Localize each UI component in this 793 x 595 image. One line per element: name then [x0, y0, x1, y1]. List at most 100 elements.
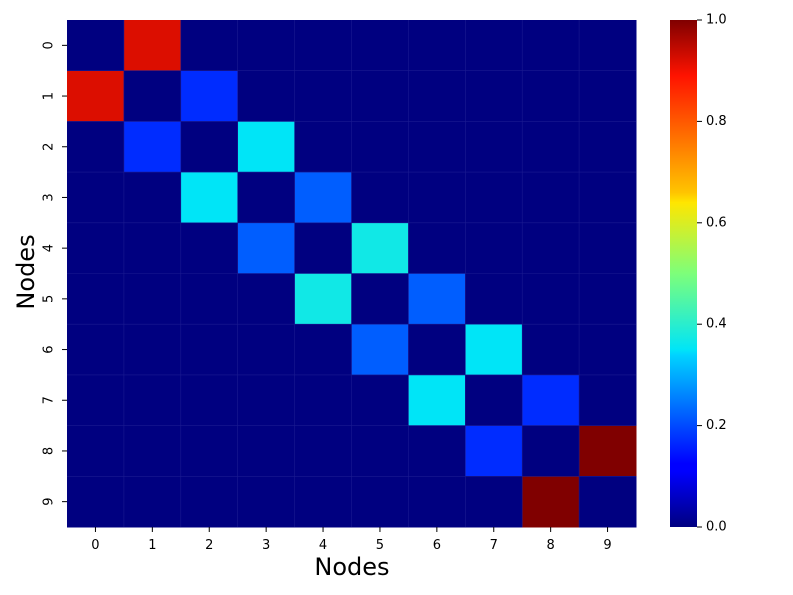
- heatmap-cell-2-1: [123, 121, 182, 173]
- heatmap-cell-1-4: [294, 70, 352, 122]
- y-tick-label: 3: [42, 193, 57, 201]
- x-tick-label: 2: [205, 538, 213, 553]
- y-tick-label: 0: [42, 41, 57, 49]
- colorbar: [670, 20, 697, 527]
- x-tick-label: 7: [490, 538, 498, 553]
- heatmap-cell-3-6: [408, 172, 466, 224]
- colorbar-tick-label: 1.0: [706, 13, 727, 28]
- heatmap-cell-4-5: [351, 222, 409, 274]
- heatmap-cell-4-3: [237, 222, 296, 274]
- heatmap-cell-6-2: [180, 324, 239, 376]
- heatmap-cell-9-3: [237, 476, 296, 528]
- x-tick-label: 9: [603, 538, 611, 553]
- y-tick-label: 5: [42, 295, 57, 303]
- heatmap-cell-9-6: [408, 476, 466, 528]
- heatmap-cell-7-9: [579, 374, 637, 427]
- heatmap-cell-7-5: [351, 374, 409, 427]
- heatmap-cell-9-1: [123, 476, 182, 528]
- heatmap-cell-0-1: [123, 20, 182, 72]
- heatmap-cell-9-5: [351, 476, 409, 528]
- heatmap-cell-2-9: [579, 121, 637, 173]
- heatmap-cell-9-2: [180, 476, 239, 528]
- heatmap-cell-7-0: [67, 374, 125, 427]
- heatmap-cell-7-3: [237, 374, 296, 427]
- heatmap-cell-7-6: [408, 374, 466, 427]
- heatmap-cell-8-2: [180, 425, 239, 477]
- heatmap-cell-4-1: [123, 222, 182, 274]
- heatmap-cell-1-2: [180, 70, 239, 122]
- heatmap-cell-9-7: [465, 476, 523, 528]
- heatmap-cell-6-1: [123, 324, 182, 376]
- heatmap-cell-0-6: [408, 20, 466, 72]
- y-tick-label: 9: [42, 498, 57, 506]
- heatmap-cell-6-4: [294, 324, 352, 376]
- heatmap-cell-3-2: [180, 172, 239, 224]
- colorbar-tick-label: 0.4: [706, 317, 727, 332]
- x-tick-label: 1: [148, 538, 156, 553]
- heatmap-cell-0-5: [351, 20, 409, 72]
- heatmap-cell-8-5: [351, 425, 409, 477]
- heatmap-cells: [67, 20, 637, 528]
- heatmap-cell-2-2: [180, 121, 239, 173]
- heatmap-cell-9-8: [522, 476, 580, 528]
- heatmap-cell-0-8: [522, 20, 580, 72]
- heatmap-cell-2-7: [465, 121, 523, 173]
- y-tick-label: 4: [42, 244, 57, 252]
- y-axis-ticks: 0 1 2 3 4 5 6 7 8 9: [42, 41, 67, 506]
- x-tick-label: 6: [433, 538, 441, 553]
- heatmap-cell-9-0: [67, 476, 125, 528]
- x-axis-title: Nodes: [314, 553, 389, 581]
- heatmap-cell-5-8: [522, 273, 580, 325]
- heatmap-cell-1-0: [67, 70, 125, 122]
- heatmap-cell-7-7: [465, 374, 523, 427]
- heatmap-cell-2-0: [67, 121, 125, 173]
- heatmap-cell-4-9: [579, 222, 637, 274]
- heatmap-cell-5-6: [408, 273, 466, 325]
- heatmap-cell-1-1: [123, 70, 182, 122]
- heatmap-cell-7-8: [522, 374, 580, 427]
- heatmap-cell-8-9: [579, 425, 637, 477]
- heatmap-cell-8-8: [522, 425, 580, 477]
- heatmap-cell-4-4: [294, 222, 352, 274]
- heatmap-cell-8-3: [237, 425, 296, 477]
- x-tick-label: 0: [91, 538, 99, 553]
- heatmap-cell-8-7: [465, 425, 523, 477]
- heatmap-cell-8-4: [294, 425, 352, 477]
- y-axis-title: Nodes: [12, 234, 40, 309]
- x-tick-label: 5: [376, 538, 384, 553]
- y-tick-label: 2: [42, 143, 57, 151]
- heatmap-cell-3-4: [294, 172, 352, 224]
- heatmap-cell-6-3: [237, 324, 296, 376]
- heatmap-cell-2-6: [408, 121, 466, 173]
- heatmap-cell-3-8: [522, 172, 580, 224]
- heatmap-cell-4-0: [67, 222, 125, 274]
- heatmap-cell-4-6: [408, 222, 466, 274]
- colorbar-tick-label: 0.0: [706, 520, 727, 535]
- heatmap-cell-1-3: [237, 70, 296, 122]
- cell-grid-lines: [67, 20, 636, 527]
- heatmap-cell-8-1: [123, 425, 182, 477]
- heatmap-cell-6-7: [465, 324, 523, 376]
- heatmap-cell-8-0: [67, 425, 125, 477]
- heatmap-cell-5-4: [294, 273, 352, 325]
- heatmap-cell-7-2: [180, 374, 239, 427]
- heatmap-cell-4-7: [465, 222, 523, 274]
- colorbar-ticks: 0.0 0.2 0.4 0.6 0.8 1.0: [697, 13, 727, 535]
- heatmap-cell-5-9: [579, 273, 637, 325]
- heatmap-cell-5-1: [123, 273, 182, 325]
- heatmap-cell-0-0: [67, 20, 125, 72]
- heatmap-cell-9-4: [294, 476, 352, 528]
- heatmap-cell-0-3: [237, 20, 296, 72]
- heatmap-cell-6-9: [579, 324, 637, 376]
- heatmap-cell-1-6: [408, 70, 466, 122]
- heatmap-cell-5-5: [351, 273, 409, 325]
- heatmap-cell-1-8: [522, 70, 580, 122]
- heatmap-cell-3-9: [579, 172, 637, 224]
- heatmap-cell-4-8: [522, 222, 580, 274]
- heatmap-cell-7-4: [294, 374, 352, 427]
- y-tick-label: 8: [42, 447, 57, 455]
- heatmap-cell-5-7: [465, 273, 523, 325]
- heatmap-cell-6-6: [408, 324, 466, 376]
- heatmap-cell-2-3: [237, 121, 296, 173]
